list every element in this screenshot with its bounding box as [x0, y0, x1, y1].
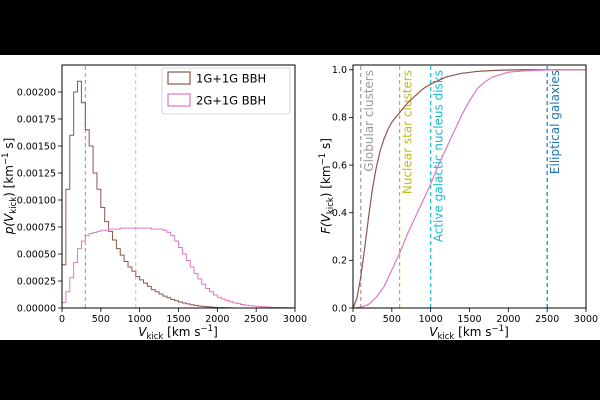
y-tick-label: 0.8 [332, 113, 347, 124]
left-plot-frame [61, 64, 296, 309]
y-tick-label: 0.6 [332, 160, 347, 171]
x-tick-label: 3000 [574, 314, 598, 325]
right-ticks: 0 500 1000 1500 2000 2500 3000 0.0 0.2 0.4 0.6 0.8 1… [332, 65, 598, 325]
right-cdf-lines: Globular clusters Nuclear star clusters Ac… [352, 65, 586, 309]
right-ylabel: F(Vkick) [km−1 s] [318, 138, 336, 234]
x-tick-label: 2500 [244, 314, 268, 325]
histogram-series-1 [61, 227, 296, 309]
histogram-series-0 [61, 80, 234, 309]
y-tick-label: 0.0 [332, 303, 347, 314]
vline-label-1: Nuclear star clusters [401, 70, 415, 194]
y-tick-label: 0.00175 [17, 114, 56, 125]
vline-label-0: Globular clusters [362, 70, 376, 172]
y-tick-label: 0.2 [332, 256, 347, 267]
legend-swatch-1g1g [167, 71, 191, 85]
x-tick-label: 2500 [535, 314, 559, 325]
y-tick-label: 0.00150 [17, 141, 56, 152]
left-ylabel: p(Vkick) [km−1 s] [1, 138, 19, 236]
x-tick-label: 500 [383, 314, 401, 325]
x-tick-label: 2000 [496, 314, 520, 325]
legend-frame [161, 67, 291, 115]
legend-label-2g1g: 2G+1G BBH [196, 94, 266, 108]
cdf-series-1 [352, 69, 586, 309]
legend-label-1g1g: 1G+1G BBH [196, 72, 266, 86]
y-tick-label: 0.00050 [17, 249, 56, 260]
y-tick-label: 0.00075 [17, 222, 56, 233]
vline-label-3: Elliptical galaxies [548, 70, 562, 174]
cdf-series-0 [352, 69, 586, 309]
y-tick-label: 0.4 [332, 208, 347, 219]
y-tick-label: 0.00100 [17, 195, 56, 206]
y-tick-label: 0.00000 [17, 303, 56, 314]
x-tick-label: 1500 [457, 314, 481, 325]
x-tick-label: 1000 [419, 314, 443, 325]
x-tick-label: 1000 [128, 314, 152, 325]
x-tick-label: 2000 [205, 314, 229, 325]
left-xlabel: Vkick [km s−1] [138, 324, 218, 340]
x-tick-label: 500 [92, 314, 110, 325]
right-xlabel: Vkick [km s−1] [429, 324, 509, 340]
x-tick-label: 3000 [283, 314, 307, 325]
legend-swatch-2g1g [167, 93, 191, 107]
figure-svg: 0 500 1000 1500 2000 2500 3000 0.00000 0.00025 0.… [1, 64, 598, 342]
y-tick-label: 0.00125 [17, 168, 56, 179]
x-tick-label: 0 [59, 314, 65, 325]
figure-canvas: 0 500 1000 1500 2000 2500 3000 0.00000 0.00025 0.… [0, 55, 600, 342]
vline-label-2: Active galactic nucleus disks [432, 70, 446, 242]
x-tick-label: 1500 [166, 314, 190, 325]
left-histograms [61, 65, 296, 309]
x-tick-label: 0 [350, 314, 356, 325]
legend: 1G+1G BBH 2G+1G BBH [161, 67, 291, 115]
right-plot-frame [352, 64, 587, 309]
y-tick-label: 1.0 [332, 65, 347, 76]
left-ticks: 0 500 1000 1500 2000 2500 3000 0.00000 0.00025 0.… [17, 87, 307, 325]
y-tick-label: 0.00025 [17, 276, 56, 287]
y-tick-label: 0.00200 [17, 87, 56, 98]
